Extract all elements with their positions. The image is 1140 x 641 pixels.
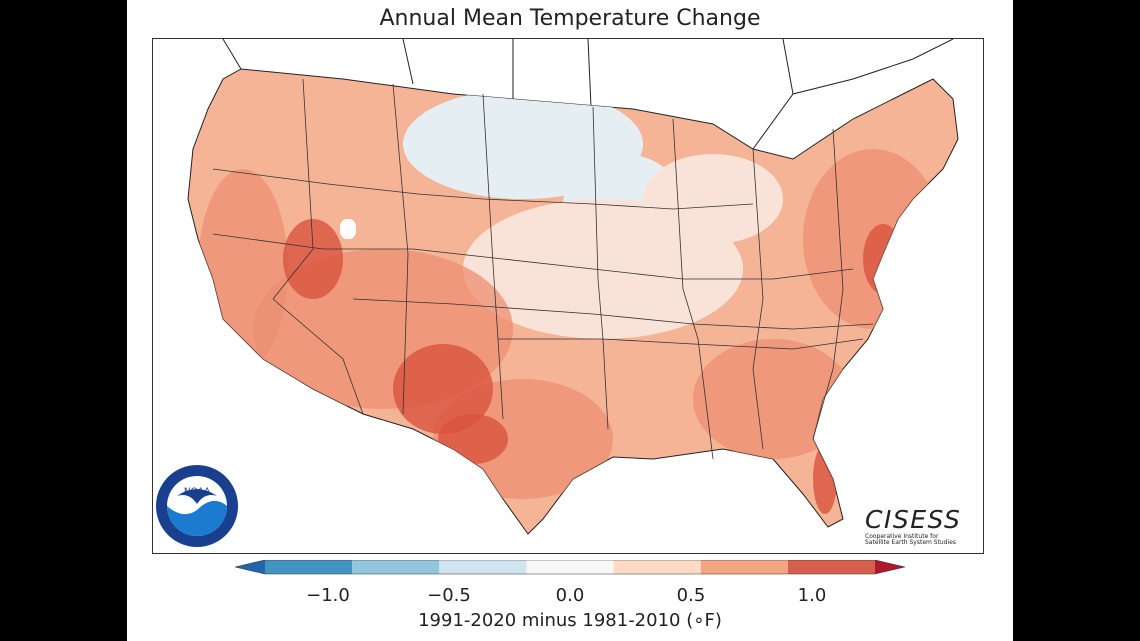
map-frame [152, 38, 984, 554]
colorbar-bin [700, 560, 788, 574]
colorbar-outline [235, 560, 905, 575]
cisess-line2: Satellite Earth System Studies [865, 539, 957, 546]
us-map [187, 39, 959, 535]
colorbar-bin [352, 560, 440, 574]
colorbar-bin [613, 560, 701, 574]
cisess-line1: Cooperative Institute for [865, 533, 939, 540]
warm-region-california [198, 169, 288, 369]
colorbar-bin [787, 560, 875, 574]
neutral-region-great-lakes [643, 154, 783, 244]
colorbar-tick: 1.0 [797, 585, 827, 606]
state-boundaries [212, 78, 874, 460]
colorbar-tick: 0.0 [555, 585, 585, 606]
hot-region-mid-atlantic [863, 224, 903, 294]
noaa-logo: NOAA [156, 465, 238, 547]
colorbar-extend-min [235, 560, 265, 574]
colorbar-tick: −1.0 [306, 585, 350, 606]
map-figure: Annual Mean Temperature Change [127, 0, 1013, 641]
hot-region-new-mexico [393, 344, 493, 434]
hot-region-nevada [283, 219, 343, 299]
colorbar-tick: −0.5 [427, 585, 471, 606]
cisess-logo: CISESS Cooperative Institute for Satelli… [865, 505, 961, 546]
colorbar-bin [265, 560, 353, 574]
noaa-logo-text: NOAA [184, 487, 211, 497]
colorbar-extend-max [875, 560, 905, 574]
cisess-name: CISESS [865, 505, 962, 534]
map-title: Annual Mean Temperature Change [379, 6, 761, 31]
colorbar-bin [439, 560, 527, 574]
warm-region-southeast [693, 339, 853, 459]
canada-border [222, 39, 954, 150]
colorbar-bin [526, 560, 614, 574]
colorbar-tick: 0.5 [676, 585, 706, 606]
hot-region-west-texas [438, 414, 508, 464]
colorbar-label: 1991-2020 minus 1981-2010 (∘F) [418, 610, 722, 631]
great-salt-lake [340, 219, 356, 239]
colorbar [235, 560, 905, 575]
